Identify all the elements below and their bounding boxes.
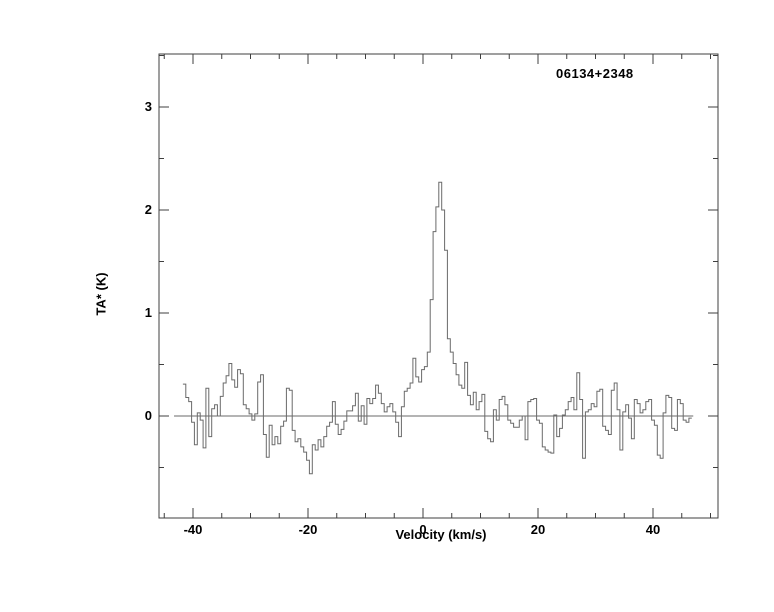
y-tick-label: 3 — [144, 99, 152, 114]
x-tick-label: -20 — [298, 522, 318, 537]
axis-ticks — [159, 54, 718, 518]
source-label: 06134+2348 — [556, 66, 634, 81]
x-tick-label: 0 — [419, 522, 427, 537]
x-tick-label: -40 — [183, 522, 203, 537]
y-tick-label: 1 — [144, 305, 152, 320]
plot-frame — [158, 53, 719, 519]
y-axis-title: TA* (K) — [93, 272, 109, 316]
x-tick-label: 20 — [530, 522, 546, 537]
y-tick-label: 0 — [144, 408, 152, 423]
x-tick-label: 40 — [645, 522, 661, 537]
x-axis-title: Velocity (km/s) — [395, 527, 487, 542]
spectrum-line — [182, 181, 692, 475]
y-tick-label: 2 — [144, 202, 152, 217]
